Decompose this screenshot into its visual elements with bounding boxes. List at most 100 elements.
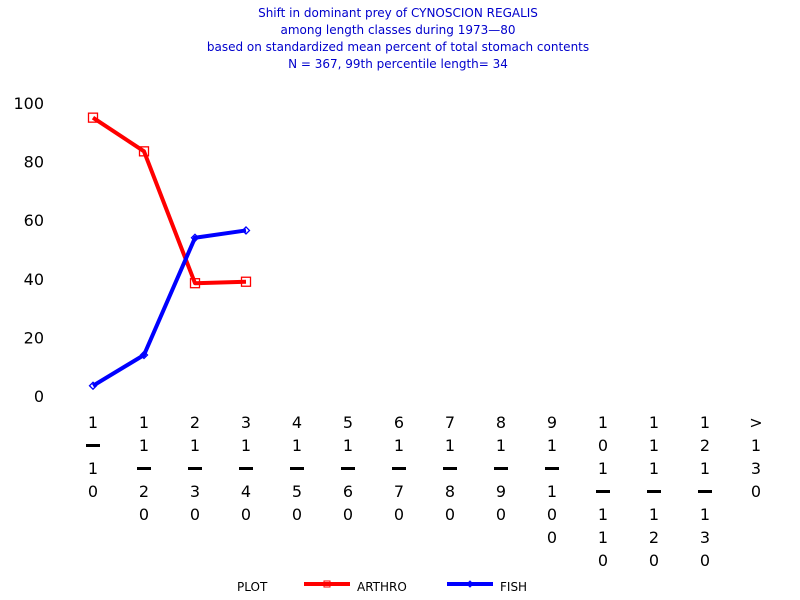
x-tick-label: 121-130121130 bbox=[698, 413, 712, 570]
x-tick-char: 2 bbox=[139, 482, 149, 501]
x-tick-char: 0 bbox=[394, 505, 404, 524]
x-tick-char: 0 bbox=[700, 551, 710, 570]
x-tick-char: 1 bbox=[751, 436, 761, 455]
y-tick-label: 60 bbox=[24, 211, 44, 230]
x-tick-label: 11-201120 bbox=[137, 413, 151, 524]
x-tick-char: 2 bbox=[700, 436, 710, 455]
legend-marker-fish bbox=[466, 580, 474, 588]
x-tick-char: 1 bbox=[649, 413, 659, 432]
x-tick-char: 7 bbox=[394, 482, 404, 501]
data-point-arthro bbox=[87, 112, 99, 123]
x-tick-char: 0 bbox=[190, 505, 200, 524]
x-tick-char: 0 bbox=[343, 505, 353, 524]
data-point-arthro bbox=[189, 278, 201, 289]
series-line-arthro bbox=[91, 115, 247, 286]
title-line-1: Shift in dominant prey of CYNOSCION REGA… bbox=[258, 6, 538, 20]
data-point-fish bbox=[139, 350, 149, 360]
legend-label-arthro: ARTHRO bbox=[357, 580, 407, 594]
y-tick-label: 100 bbox=[13, 94, 44, 113]
x-tick-char: 3 bbox=[190, 482, 200, 501]
x-tick-char: 4 bbox=[241, 482, 251, 501]
x-tick-dash bbox=[188, 467, 202, 470]
x-tick-char: 0 bbox=[292, 505, 302, 524]
title-line-3: based on standardized mean percent of to… bbox=[207, 40, 589, 54]
x-tick-dash bbox=[392, 467, 406, 470]
x-tick-char: 0 bbox=[751, 482, 761, 501]
x-tick-char: 5 bbox=[292, 482, 302, 501]
x-tick-char: 0 bbox=[547, 505, 557, 524]
x-tick-char: 1 bbox=[700, 505, 710, 524]
chart-title: Shift in dominant prey of CYNOSCION REGA… bbox=[207, 6, 589, 71]
x-tick-label: 31-403140 bbox=[239, 413, 253, 524]
x-tick-char: 1 bbox=[649, 436, 659, 455]
x-tick-char: 1 bbox=[343, 436, 353, 455]
x-tick-char: 0 bbox=[445, 505, 455, 524]
x-tick-char: 1 bbox=[649, 459, 659, 478]
x-tick-dash bbox=[239, 467, 253, 470]
x-tick-char: 1 bbox=[598, 413, 608, 432]
x-tick-dash bbox=[494, 467, 508, 470]
y-tick-label: 40 bbox=[24, 270, 44, 289]
x-tick-char: 0 bbox=[496, 505, 506, 524]
x-tick-char: 2 bbox=[649, 528, 659, 547]
x-tick-char: 1 bbox=[241, 436, 251, 455]
x-tick-dash bbox=[545, 467, 559, 470]
legend-title: PLOT bbox=[237, 580, 268, 594]
x-tick-char: 0 bbox=[241, 505, 251, 524]
legend-marker-arthro bbox=[323, 580, 331, 588]
x-tick-char: 1 bbox=[700, 459, 710, 478]
y-tick-label: 80 bbox=[24, 153, 44, 172]
x-tick-dash bbox=[137, 467, 151, 470]
x-tick-label: 101-110101110 bbox=[596, 413, 610, 570]
x-tick-label: 81-908190 bbox=[494, 413, 508, 524]
x-tick-label: 91-10091100 bbox=[545, 413, 559, 547]
x-tick-char: 5 bbox=[343, 413, 353, 432]
x-tick-label: 61-706170 bbox=[392, 413, 406, 524]
y-tick-label: 20 bbox=[24, 328, 44, 347]
x-tick-char: 1 bbox=[598, 528, 608, 547]
x-tick-char: 1 bbox=[139, 413, 149, 432]
y-axis-ticks: 0 20 40 60 80 100 bbox=[13, 94, 44, 406]
x-tick-char: 2 bbox=[190, 413, 200, 432]
title-line-4: N = 367, 99th percentile length= 34 bbox=[288, 57, 508, 71]
series-line-fish bbox=[91, 228, 247, 388]
x-tick-char: 0 bbox=[547, 528, 557, 547]
x-tick-label: 51-605160 bbox=[341, 413, 355, 524]
y-tick-label: 0 bbox=[34, 387, 44, 406]
x-tick-char: 1 bbox=[649, 505, 659, 524]
data-point-arthro bbox=[240, 276, 252, 287]
x-tick-dash bbox=[647, 490, 661, 493]
x-tick-label: 111-120111120 bbox=[647, 413, 661, 570]
x-tick-char: 6 bbox=[394, 413, 404, 432]
x-tick-char: 0 bbox=[598, 436, 608, 455]
x-tick-char: 3 bbox=[700, 528, 710, 547]
x-tick-char: 1 bbox=[496, 436, 506, 455]
x-tick-label: 41-504150 bbox=[290, 413, 304, 524]
x-tick-char: > bbox=[749, 413, 762, 432]
x-tick-char: 1 bbox=[190, 436, 200, 455]
x-tick-char: 0 bbox=[139, 505, 149, 524]
x-tick-char: 8 bbox=[496, 413, 506, 432]
data-point-fish bbox=[190, 233, 200, 243]
x-tick-char: 1 bbox=[292, 436, 302, 455]
x-tick-char: 1 bbox=[394, 436, 404, 455]
x-tick-char: 0 bbox=[649, 551, 659, 570]
x-tick-char: 8 bbox=[445, 482, 455, 501]
x-tick-char: 7 bbox=[445, 413, 455, 432]
x-tick-dash bbox=[86, 444, 100, 447]
x-tick-char: 3 bbox=[751, 459, 761, 478]
x-tick-char: 1 bbox=[445, 436, 455, 455]
x-tick-char: 1 bbox=[139, 436, 149, 455]
x-tick-label: 21-302130 bbox=[188, 413, 202, 524]
legend-label-fish: FISH bbox=[500, 580, 527, 594]
x-tick-char: 4 bbox=[292, 413, 302, 432]
x-tick-char: 0 bbox=[598, 551, 608, 570]
x-tick-char: 3 bbox=[241, 413, 251, 432]
x-tick-dash bbox=[443, 467, 457, 470]
x-tick-dash bbox=[596, 490, 610, 493]
x-tick-char: 6 bbox=[343, 482, 353, 501]
x-tick-char: 1 bbox=[88, 459, 98, 478]
x-tick-char: 0 bbox=[88, 482, 98, 501]
data-point-arthro bbox=[138, 146, 150, 157]
title-line-2: among length classes during 1973—80 bbox=[280, 23, 515, 37]
